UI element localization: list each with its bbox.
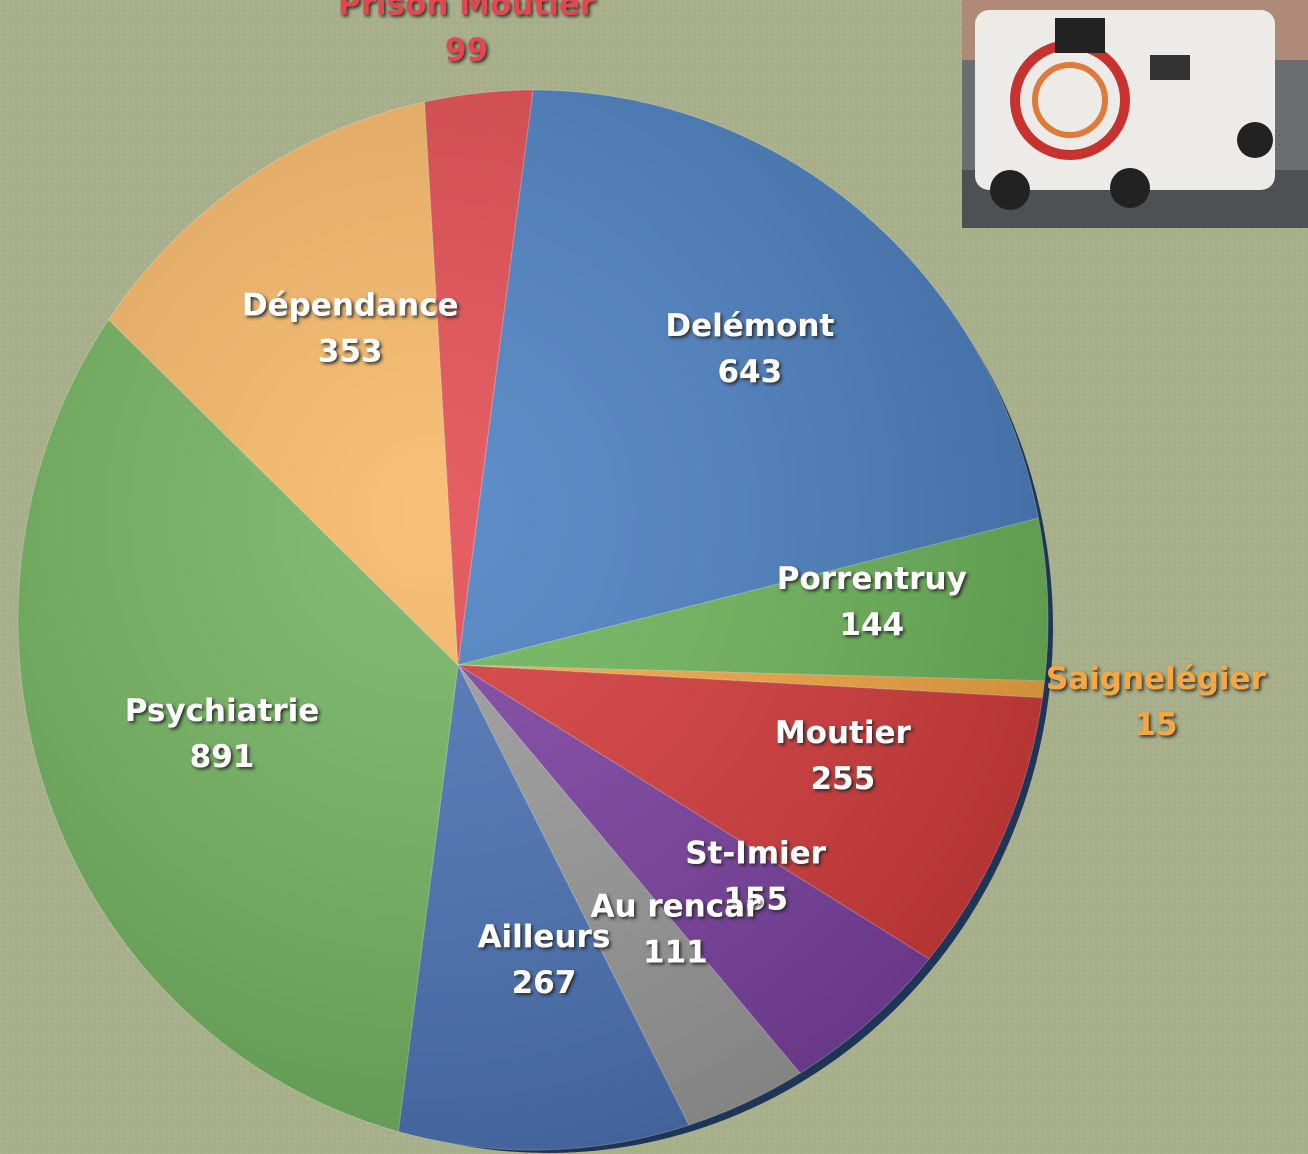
slice-label: Prison Moutier xyxy=(338,0,596,23)
slice-label: Psychiatrie xyxy=(125,693,320,729)
slice-value: 155 xyxy=(723,882,788,918)
slice-label: Ailleurs xyxy=(478,919,611,955)
slice-label: Porrentruy xyxy=(777,561,967,597)
slice-label: Dépendance xyxy=(242,288,459,324)
slice-value: 353 xyxy=(318,334,383,370)
slice-label: St-Imier xyxy=(685,836,826,872)
slice-label: Saignelégier xyxy=(1046,661,1267,697)
slice-value: 144 xyxy=(839,607,904,643)
slice-value: 643 xyxy=(717,354,782,390)
labels: Delémont 643 Porrentruy 144 Saignelégier 15 Mo… xyxy=(125,0,1267,1001)
slice-label: Au rencar xyxy=(590,888,761,924)
slice-label: Delémont xyxy=(665,308,834,344)
slice-value: 15 xyxy=(1134,707,1177,743)
slice-value: 267 xyxy=(512,965,577,1001)
slice-value: 111 xyxy=(643,934,708,970)
slice-value: 99 xyxy=(445,33,488,69)
slice-value: 255 xyxy=(810,761,875,797)
photo xyxy=(962,0,1308,228)
slice-label: Moutier xyxy=(775,715,912,751)
slice-value: 891 xyxy=(190,739,255,775)
